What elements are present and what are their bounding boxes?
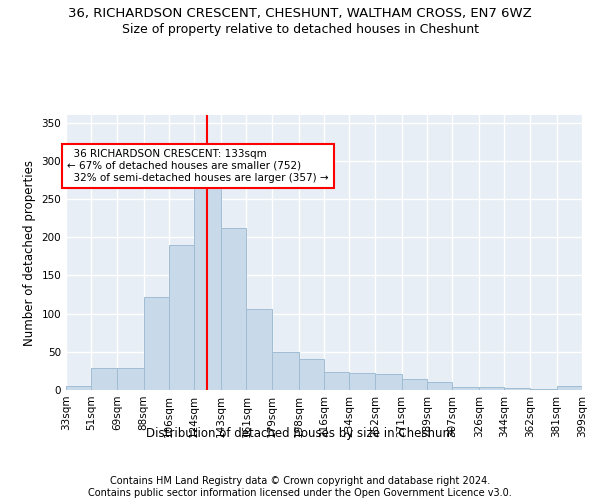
Bar xyxy=(530,389,557,390)
Bar xyxy=(117,368,143,390)
Bar xyxy=(324,372,349,390)
Bar xyxy=(427,382,452,390)
Bar xyxy=(452,387,479,390)
Bar xyxy=(169,245,194,390)
Bar xyxy=(143,297,169,390)
Bar xyxy=(194,164,221,390)
Text: 36 RICHARDSON CRESCENT: 133sqm
← 67% of detached houses are smaller (752)
  32% : 36 RICHARDSON CRESCENT: 133sqm ← 67% of … xyxy=(67,150,329,182)
Y-axis label: Number of detached properties: Number of detached properties xyxy=(23,160,36,346)
Text: 36, RICHARDSON CRESCENT, CHESHUNT, WALTHAM CROSS, EN7 6WZ: 36, RICHARDSON CRESCENT, CHESHUNT, WALTH… xyxy=(68,8,532,20)
Text: Contains HM Land Registry data © Crown copyright and database right 2024.
Contai: Contains HM Land Registry data © Crown c… xyxy=(88,476,512,498)
Text: Size of property relative to detached houses in Cheshunt: Size of property relative to detached ho… xyxy=(121,22,479,36)
Bar xyxy=(91,368,117,390)
Bar xyxy=(221,228,247,390)
Bar xyxy=(66,386,91,390)
Bar xyxy=(479,387,505,390)
Text: Distribution of detached houses by size in Cheshunt: Distribution of detached houses by size … xyxy=(146,428,454,440)
Bar xyxy=(299,358,324,390)
Bar xyxy=(349,373,375,390)
Bar xyxy=(375,374,401,390)
Bar xyxy=(557,386,582,390)
Bar xyxy=(401,378,427,390)
Bar xyxy=(247,309,272,390)
Bar xyxy=(272,352,299,390)
Bar xyxy=(505,388,530,390)
